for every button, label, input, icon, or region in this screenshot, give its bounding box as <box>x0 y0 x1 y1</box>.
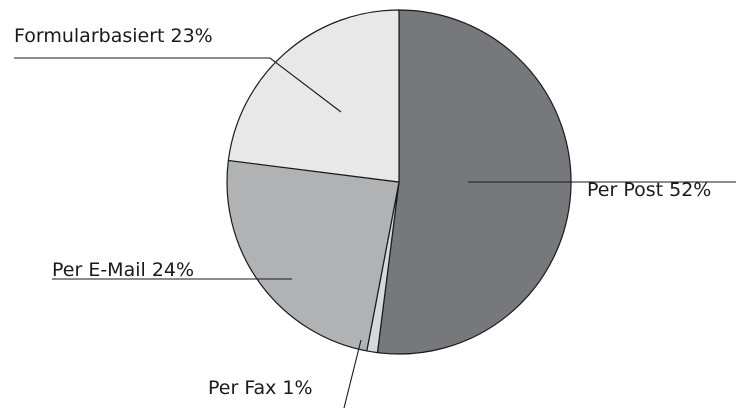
label-email: Per E-Mail 24% <box>52 259 194 281</box>
slice-formularbasiert <box>227 9 400 183</box>
leader-fax <box>343 339 362 409</box>
label-fax: Per Fax 1% <box>208 377 313 399</box>
leader-formularbasiert <box>14 57 342 113</box>
label-post: Per Post 52% <box>587 179 711 201</box>
slice-email <box>226 159 400 352</box>
label-formularbasiert: Formularbasiert 23% <box>14 25 213 47</box>
